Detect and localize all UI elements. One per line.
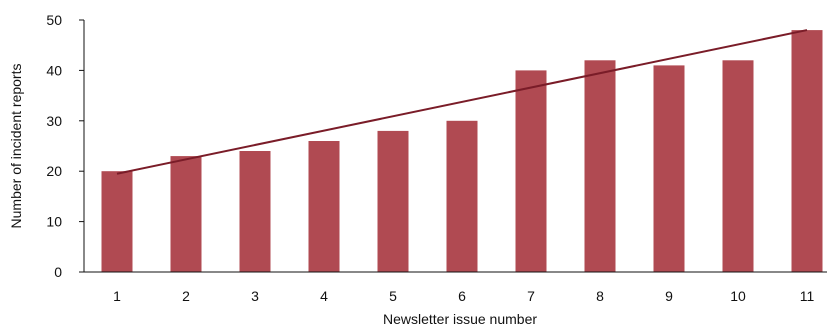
y-tick-label: 10 xyxy=(46,214,62,230)
bar-8 xyxy=(584,60,616,272)
bar-4 xyxy=(308,141,340,272)
x-tick-label: 5 xyxy=(389,288,397,304)
x-tick-label: 1 xyxy=(113,288,121,304)
axes-group xyxy=(79,19,827,273)
x-tick-label: 11 xyxy=(800,288,815,304)
bar-6 xyxy=(446,120,478,272)
x-tick-label: 3 xyxy=(251,288,259,304)
bar-2 xyxy=(170,156,202,272)
x-tick-label: 4 xyxy=(320,288,328,304)
bar-10 xyxy=(722,60,754,272)
trendline xyxy=(116,29,808,175)
x-tick-label: 10 xyxy=(730,288,746,304)
bars-group xyxy=(101,30,823,273)
y-tick-label: 40 xyxy=(46,62,62,78)
y-tick-label: 50 xyxy=(46,12,62,28)
x-tick-label: 7 xyxy=(527,288,535,304)
x-tick-label: 8 xyxy=(596,288,604,304)
bar-5 xyxy=(377,130,409,272)
y-tick-label: 0 xyxy=(54,264,62,280)
y-tick-labels: 0 10 20 30 40 50 xyxy=(46,12,62,280)
x-tick-labels: 1 2 3 4 5 6 7 8 9 10 11 xyxy=(113,288,814,304)
x-tick-label: 6 xyxy=(458,288,466,304)
bar-11 xyxy=(791,30,823,272)
bar-1 xyxy=(101,171,133,272)
bar-3 xyxy=(239,151,271,272)
x-axis-title: Newsletter issue number xyxy=(383,311,537,327)
bar-7 xyxy=(515,70,547,273)
bar-9 xyxy=(653,65,685,273)
y-tick-label: 30 xyxy=(46,113,62,129)
y-axis-title: Number of incident reports xyxy=(8,64,24,229)
x-tick-label: 2 xyxy=(182,288,190,304)
x-tick-label: 9 xyxy=(665,288,673,304)
y-tick-label: 20 xyxy=(46,163,62,179)
